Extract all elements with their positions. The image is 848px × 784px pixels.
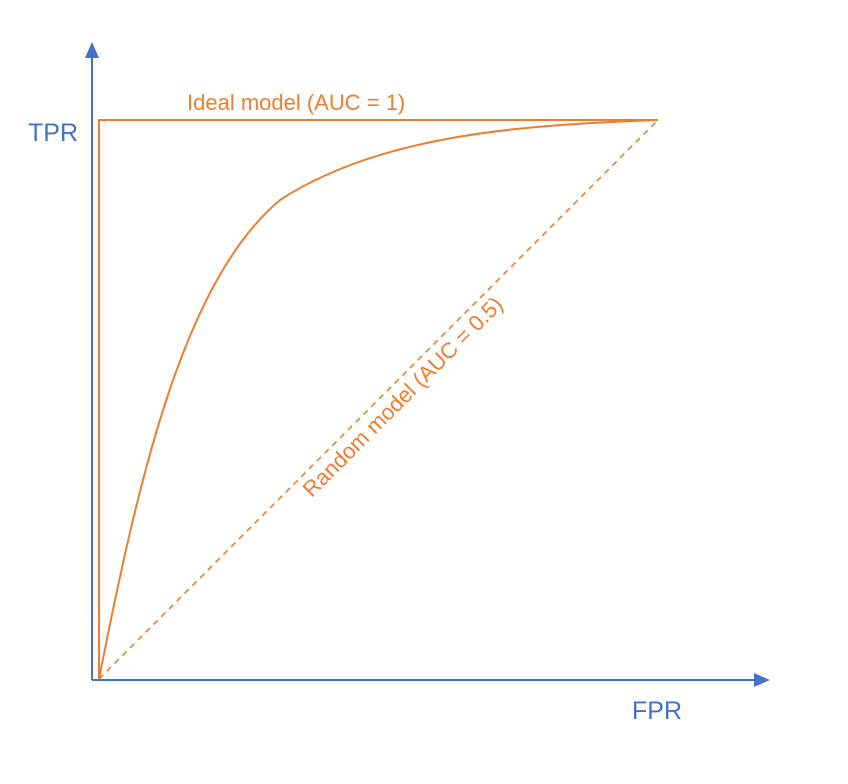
y-axis-arrowhead xyxy=(85,42,99,58)
random-model-label: Random model (AUC = 0.5) xyxy=(298,292,508,502)
ideal-model-label: Ideal model (AUC = 1) xyxy=(187,90,405,115)
random-model-line xyxy=(98,119,659,680)
x-axis-arrowhead xyxy=(754,673,770,687)
ideal-model-curve xyxy=(98,119,658,679)
y-axis-label: TPR xyxy=(28,119,78,147)
roc-curve xyxy=(98,119,659,680)
x-axis-label: FPR xyxy=(632,697,682,725)
